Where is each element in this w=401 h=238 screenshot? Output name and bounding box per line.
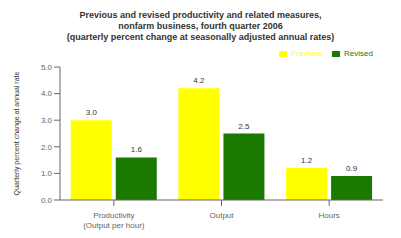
svg-text:5.0: 5.0 bbox=[41, 63, 53, 72]
svg-text:Hours: Hours bbox=[318, 211, 339, 220]
svg-text:1.6: 1.6 bbox=[131, 145, 143, 154]
html-text:Previous: Previous bbox=[291, 49, 323, 58]
svg-text:Output: Output bbox=[209, 211, 234, 220]
svg-text:3.0: 3.0 bbox=[41, 116, 53, 125]
svg-text:4.2: 4.2 bbox=[193, 76, 205, 85]
svg-text:0.0: 0.0 bbox=[41, 196, 53, 205]
svg-text:Quarterly percent change at an: Quarterly percent change at annual rate bbox=[13, 72, 21, 196]
svg-text:1.0: 1.0 bbox=[41, 169, 53, 178]
html-text:nonfarm business, fourth quart: nonfarm business, fourth quarter 2006 bbox=[118, 21, 283, 31]
svg-text:Productivity(Output per hour): Productivity(Output per hour) bbox=[83, 211, 145, 230]
svg-text:3.0: 3.0 bbox=[86, 108, 98, 117]
html-text:(quarterly percent change at s: (quarterly percent change at seasonally … bbox=[66, 32, 335, 42]
svg-text:1.2: 1.2 bbox=[301, 156, 313, 165]
html-text:Revised: Revised bbox=[344, 49, 373, 58]
html-text:Previous and revised productiv: Previous and revised productivity and re… bbox=[79, 10, 322, 20]
svg-text:2.5: 2.5 bbox=[238, 122, 250, 131]
svg-text:2.0: 2.0 bbox=[41, 143, 53, 152]
svg-text:4.0: 4.0 bbox=[41, 89, 53, 98]
svg-text:0.9: 0.9 bbox=[346, 164, 358, 173]
